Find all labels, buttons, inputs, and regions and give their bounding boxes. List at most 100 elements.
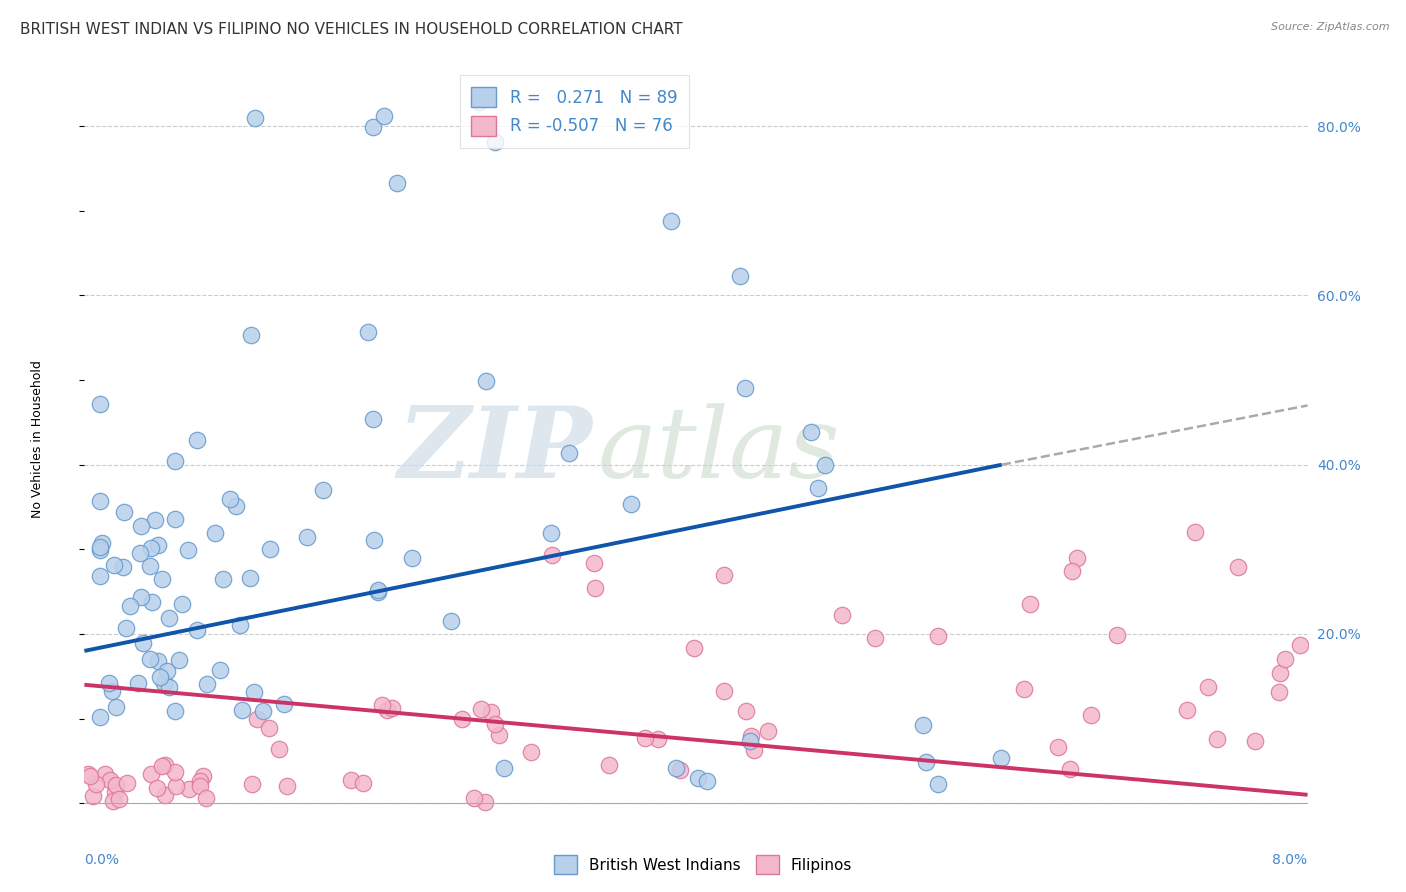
Point (659, 214, 682, 228)
Point (713, 683, 735, 698)
Point (865, 631, 887, 645)
Point (990, 751, 1012, 765)
Point (239, 571, 262, 585)
Point (165, 779, 187, 793)
Text: 0.0%: 0.0% (84, 853, 120, 867)
Point (165, 764, 187, 779)
Point (1184, 525, 1206, 540)
Point (170, 597, 193, 611)
Point (155, 789, 177, 803)
Point (186, 623, 208, 637)
Point (127, 676, 149, 690)
Text: atlas: atlas (598, 403, 841, 498)
Point (252, 705, 274, 719)
Point (688, 771, 710, 785)
Point (94, 767, 117, 781)
Point (363, 411, 385, 425)
Point (740, 729, 762, 743)
Point (152, 675, 174, 690)
Point (451, 712, 474, 726)
Point (225, 499, 247, 513)
Point (440, 614, 463, 628)
Point (468, 95, 491, 110)
Point (141, 541, 163, 555)
Point (150, 758, 173, 772)
Point (1062, 564, 1084, 578)
Point (295, 530, 318, 544)
Point (98, 772, 121, 787)
Point (139, 652, 162, 666)
Point (696, 774, 718, 789)
Point (129, 519, 152, 533)
Point (165, 454, 187, 468)
Legend: British West Indians, Filipinos: British West Indians, Filipinos (547, 849, 859, 880)
Point (742, 743, 765, 757)
Point (84, 776, 107, 790)
Point (246, 712, 269, 726)
Point (103, 558, 125, 572)
Point (188, 779, 211, 793)
Point (669, 764, 692, 778)
Point (101, 683, 124, 698)
Point (371, 698, 394, 712)
Point (132, 636, 155, 650)
Point (814, 458, 837, 472)
Point (146, 780, 169, 795)
Point (800, 425, 823, 439)
Point (129, 546, 152, 560)
Point (682, 641, 704, 656)
Point (115, 621, 138, 635)
Point (269, 742, 291, 756)
Point (1066, 550, 1088, 565)
Point (111, 559, 134, 574)
Point (141, 767, 163, 781)
Point (484, 135, 506, 149)
Point (231, 703, 253, 717)
Point (474, 795, 496, 809)
Point (367, 582, 389, 597)
Point (373, 109, 395, 123)
Point (219, 491, 242, 506)
Point (598, 758, 620, 772)
Point (367, 584, 389, 599)
Point (927, 629, 949, 643)
Point (243, 111, 266, 125)
Point (146, 538, 169, 552)
Point (914, 755, 936, 769)
Point (734, 381, 756, 395)
Point (259, 542, 281, 557)
Point (163, 512, 186, 526)
Text: ZIP: ZIP (396, 402, 592, 499)
Point (311, 483, 333, 497)
Point (831, 607, 853, 622)
Point (1244, 734, 1267, 748)
Point (385, 176, 408, 190)
Point (713, 567, 735, 582)
Point (401, 550, 423, 565)
Point (492, 761, 515, 775)
Point (156, 664, 179, 678)
Point (381, 701, 404, 715)
Point (108, 791, 131, 805)
Point (153, 757, 176, 772)
Point (112, 505, 135, 519)
Point (89, 540, 111, 554)
Point (276, 780, 298, 794)
Point (197, 677, 219, 691)
Point (1206, 732, 1229, 747)
Point (89, 397, 111, 411)
Point (738, 733, 761, 747)
Point (1012, 682, 1035, 697)
Point (97, 676, 120, 690)
Point (352, 776, 374, 790)
Point (665, 760, 688, 774)
Point (634, 731, 657, 745)
Point (143, 513, 166, 527)
Point (488, 728, 510, 742)
Point (470, 701, 492, 715)
Point (191, 769, 214, 783)
Text: Source: ZipAtlas.com: Source: ZipAtlas.com (1271, 22, 1389, 32)
Point (361, 120, 384, 134)
Point (363, 533, 385, 547)
Point (912, 717, 935, 731)
